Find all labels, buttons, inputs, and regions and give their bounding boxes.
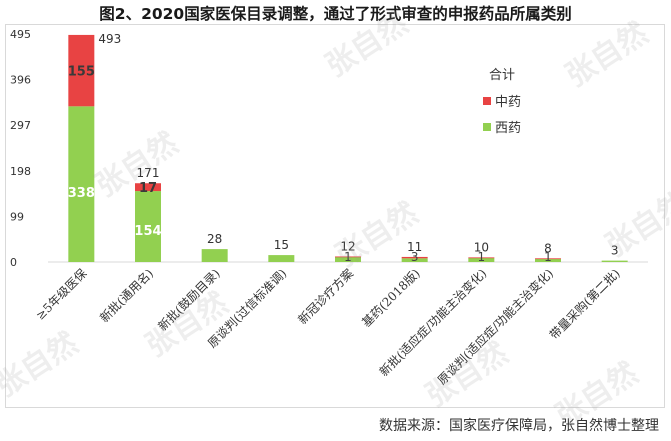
bars xyxy=(68,34,628,262)
y-tick-label: 198 xyxy=(10,165,31,178)
bar-zhongyao xyxy=(401,256,428,259)
y-tick-label: 396 xyxy=(10,74,31,87)
total-label: 171 xyxy=(137,166,160,180)
segment-label-xiyao: 338 xyxy=(68,186,95,201)
y-tick-label: 495 xyxy=(10,28,31,41)
x-tick-label: 新批(适应症/功能主治变化) xyxy=(376,266,489,379)
legend-swatch-xiyao xyxy=(483,123,491,131)
bar-xiyao xyxy=(535,258,561,262)
total-label: 493 xyxy=(98,32,121,46)
legend: 合计 中药 西药 xyxy=(483,68,521,136)
bar-xiyao xyxy=(268,255,295,262)
total-label: 28 xyxy=(207,232,222,246)
x-tick-label: 原谈判(适应症/功能主治变化) xyxy=(434,266,556,388)
segment-label-zhongyao: 1 xyxy=(344,250,352,264)
x-tick-labels: ≥5年级医保 新批(通用名) 新批(鼓励目录)原谈判(过信标准调) 新冠诊疗方案 基药(… xyxy=(33,266,623,388)
x-tick-label: 新批(通用名) xyxy=(96,266,156,326)
bar-xiyao xyxy=(201,249,228,262)
bar-zhongyao xyxy=(335,256,361,258)
x-tick-label: ≥5年级医保 xyxy=(33,266,89,322)
segment-label-xiyao: 154 xyxy=(134,224,161,239)
y-tick-label: 0 xyxy=(10,256,17,269)
segment-label-zhongyao: 1 xyxy=(478,250,486,264)
bar-xiyao xyxy=(335,256,361,262)
y-tick-label: 297 xyxy=(10,119,31,132)
legend-swatch-zhongyao xyxy=(483,97,491,105)
x-tick-label: 新批(鼓励目录) xyxy=(155,266,223,334)
legend-label-zhongyao: 中药 xyxy=(495,95,521,110)
bar-xiyao xyxy=(468,257,495,262)
segment-label-zhongyao: 3 xyxy=(411,250,419,264)
bar-zhongyao xyxy=(535,258,561,260)
total-label: 12 xyxy=(340,239,355,253)
bar-xiyao xyxy=(135,191,161,262)
segment-label-zhongyao: 17 xyxy=(139,181,157,196)
x-tick-label: 基药(2018版) xyxy=(359,266,423,330)
segment-label-zhongyao: 155 xyxy=(68,65,95,80)
chart-frame: 0 99 198 297 396 495 493 338 155 171 154 17 28 15 12 1… xyxy=(5,24,665,408)
total-label: 15 xyxy=(274,238,289,252)
total-label: 3 xyxy=(611,244,619,258)
bar-xiyao xyxy=(601,260,628,262)
bar-zhongyao xyxy=(68,34,95,107)
x-tick-label: 新冠诊疗方案 xyxy=(295,266,357,328)
total-label: 11 xyxy=(407,240,422,254)
segment-label-zhongyao: 1 xyxy=(544,250,552,264)
chart-title: 图2、2020国家医保目录调整，通过了形式审查的申报药品所属类别 xyxy=(99,5,572,23)
bar-xiyao xyxy=(68,106,95,262)
legend-title: 合计 xyxy=(489,68,515,83)
bar-zhongyao xyxy=(468,257,495,259)
total-label: 10 xyxy=(474,240,489,254)
axes: 0 99 198 297 396 495 xyxy=(10,28,648,269)
x-tick-label: 带量采购(第二批) xyxy=(546,266,623,343)
legend-label-xiyao: 西药 xyxy=(495,121,521,136)
bar-zhongyao xyxy=(135,183,161,192)
y-tick-label: 99 xyxy=(10,210,24,223)
source-note: 数据来源：国家医疗保障局，张自然博士整理 xyxy=(379,418,659,434)
bar-xiyao xyxy=(401,258,428,262)
total-label: 8 xyxy=(544,241,552,255)
